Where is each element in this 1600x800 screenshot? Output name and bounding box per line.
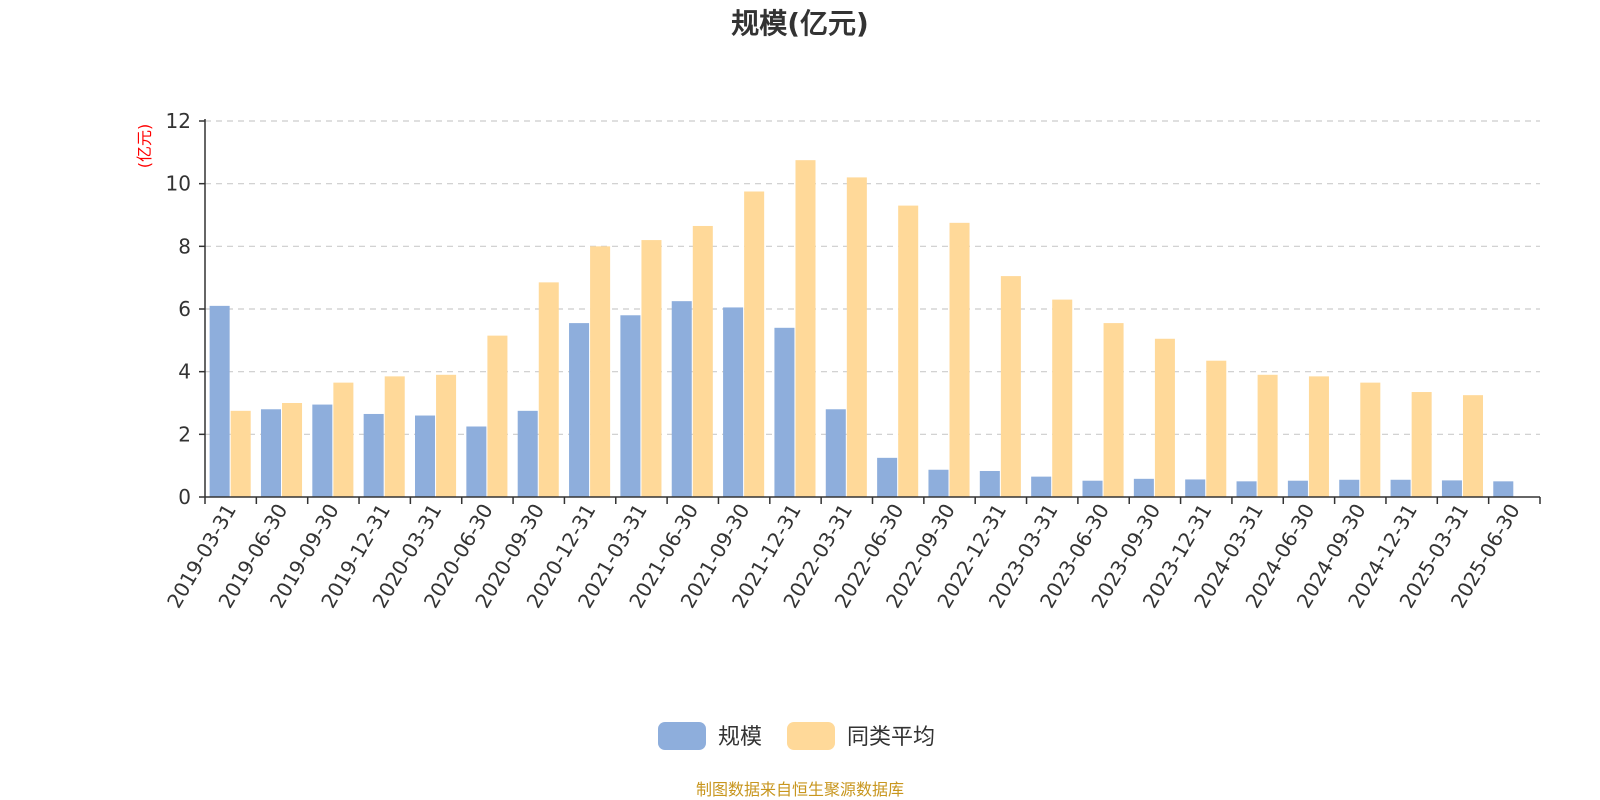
legend-swatch[interactable] bbox=[787, 722, 835, 750]
bar-scale[interactable] bbox=[825, 409, 846, 497]
bar-scale[interactable] bbox=[1390, 479, 1411, 497]
bar-scale[interactable] bbox=[671, 301, 692, 497]
bar-scale[interactable] bbox=[928, 469, 949, 497]
bar-scale[interactable] bbox=[517, 410, 538, 497]
bar-scale[interactable] bbox=[1236, 481, 1257, 497]
bar-scale[interactable] bbox=[877, 457, 898, 497]
bar-scale[interactable] bbox=[1287, 480, 1308, 497]
bar-peer-average[interactable] bbox=[1257, 374, 1278, 497]
bar-scale[interactable] bbox=[1185, 479, 1206, 497]
y-tick-label: 12 bbox=[166, 109, 191, 133]
bars bbox=[209, 160, 1514, 498]
data-source-note: 制图数据来自恒生聚源数据库 bbox=[696, 780, 904, 799]
bar-peer-average[interactable] bbox=[538, 282, 559, 497]
bar-scale[interactable] bbox=[260, 409, 281, 497]
bar-peer-average[interactable] bbox=[1000, 276, 1021, 497]
bar-scale[interactable] bbox=[774, 327, 795, 497]
bar-peer-average[interactable] bbox=[1103, 323, 1124, 497]
bar-peer-average[interactable] bbox=[692, 225, 713, 497]
bar-peer-average[interactable] bbox=[1052, 299, 1073, 497]
bar-scale[interactable] bbox=[415, 415, 436, 497]
bar-peer-average[interactable] bbox=[436, 374, 457, 497]
bar-peer-average[interactable] bbox=[487, 335, 508, 497]
bar-scale[interactable] bbox=[363, 413, 384, 497]
bar-scale[interactable] bbox=[1339, 479, 1360, 497]
bar-peer-average[interactable] bbox=[1206, 360, 1227, 497]
bar-peer-average[interactable] bbox=[949, 222, 970, 498]
bar-peer-average[interactable] bbox=[641, 240, 662, 498]
bar-peer-average[interactable] bbox=[898, 205, 919, 497]
gridlines bbox=[205, 120, 1540, 435]
bar-scale[interactable] bbox=[569, 323, 590, 497]
bar-scale[interactable] bbox=[979, 470, 1000, 497]
legend-label[interactable]: 同类平均 bbox=[847, 725, 935, 750]
bar-peer-average[interactable] bbox=[1411, 392, 1432, 497]
chart-title: 规模(亿元) bbox=[731, 7, 869, 40]
bar-peer-average[interactable] bbox=[1308, 376, 1329, 497]
legend[interactable]: 规模 同类平均 bbox=[658, 722, 935, 750]
y-tick-label: 10 bbox=[166, 172, 191, 196]
bar-peer-average[interactable] bbox=[333, 382, 354, 497]
bar-peer-average[interactable] bbox=[384, 376, 405, 497]
y-tick-label: 0 bbox=[178, 485, 191, 509]
bar-peer-average[interactable] bbox=[1360, 382, 1381, 497]
y-tick-label: 4 bbox=[178, 360, 191, 384]
legend-swatch[interactable] bbox=[658, 722, 706, 750]
y-tick-label: 2 bbox=[178, 422, 191, 446]
bar-peer-average[interactable] bbox=[795, 160, 816, 497]
bar-scale[interactable] bbox=[466, 426, 487, 498]
bar-scale[interactable] bbox=[1493, 481, 1514, 497]
bar-peer-average[interactable] bbox=[1462, 395, 1484, 497]
bar-scale[interactable] bbox=[209, 305, 230, 497]
bar-peer-average[interactable] bbox=[846, 177, 867, 497]
bar-scale[interactable] bbox=[723, 307, 744, 497]
legend-label[interactable]: 规模 bbox=[718, 725, 762, 750]
bar-peer-average[interactable] bbox=[744, 191, 765, 498]
bar-peer-average[interactable] bbox=[230, 410, 251, 497]
bar-peer-average[interactable] bbox=[282, 403, 303, 497]
bar-scale[interactable] bbox=[620, 315, 641, 497]
bar-scale[interactable] bbox=[312, 404, 333, 497]
bar-peer-average[interactable] bbox=[1154, 338, 1175, 497]
y-tick-label: 8 bbox=[178, 234, 191, 258]
y-axis-unit-label: (亿元) bbox=[135, 124, 154, 169]
bar-scale[interactable] bbox=[1031, 476, 1052, 497]
bar-scale[interactable] bbox=[1133, 478, 1154, 497]
bar-peer-average[interactable] bbox=[590, 246, 611, 497]
bar-scale[interactable] bbox=[1082, 480, 1103, 497]
y-tick-label: 6 bbox=[178, 297, 191, 321]
bar-scale[interactable] bbox=[1441, 480, 1462, 497]
